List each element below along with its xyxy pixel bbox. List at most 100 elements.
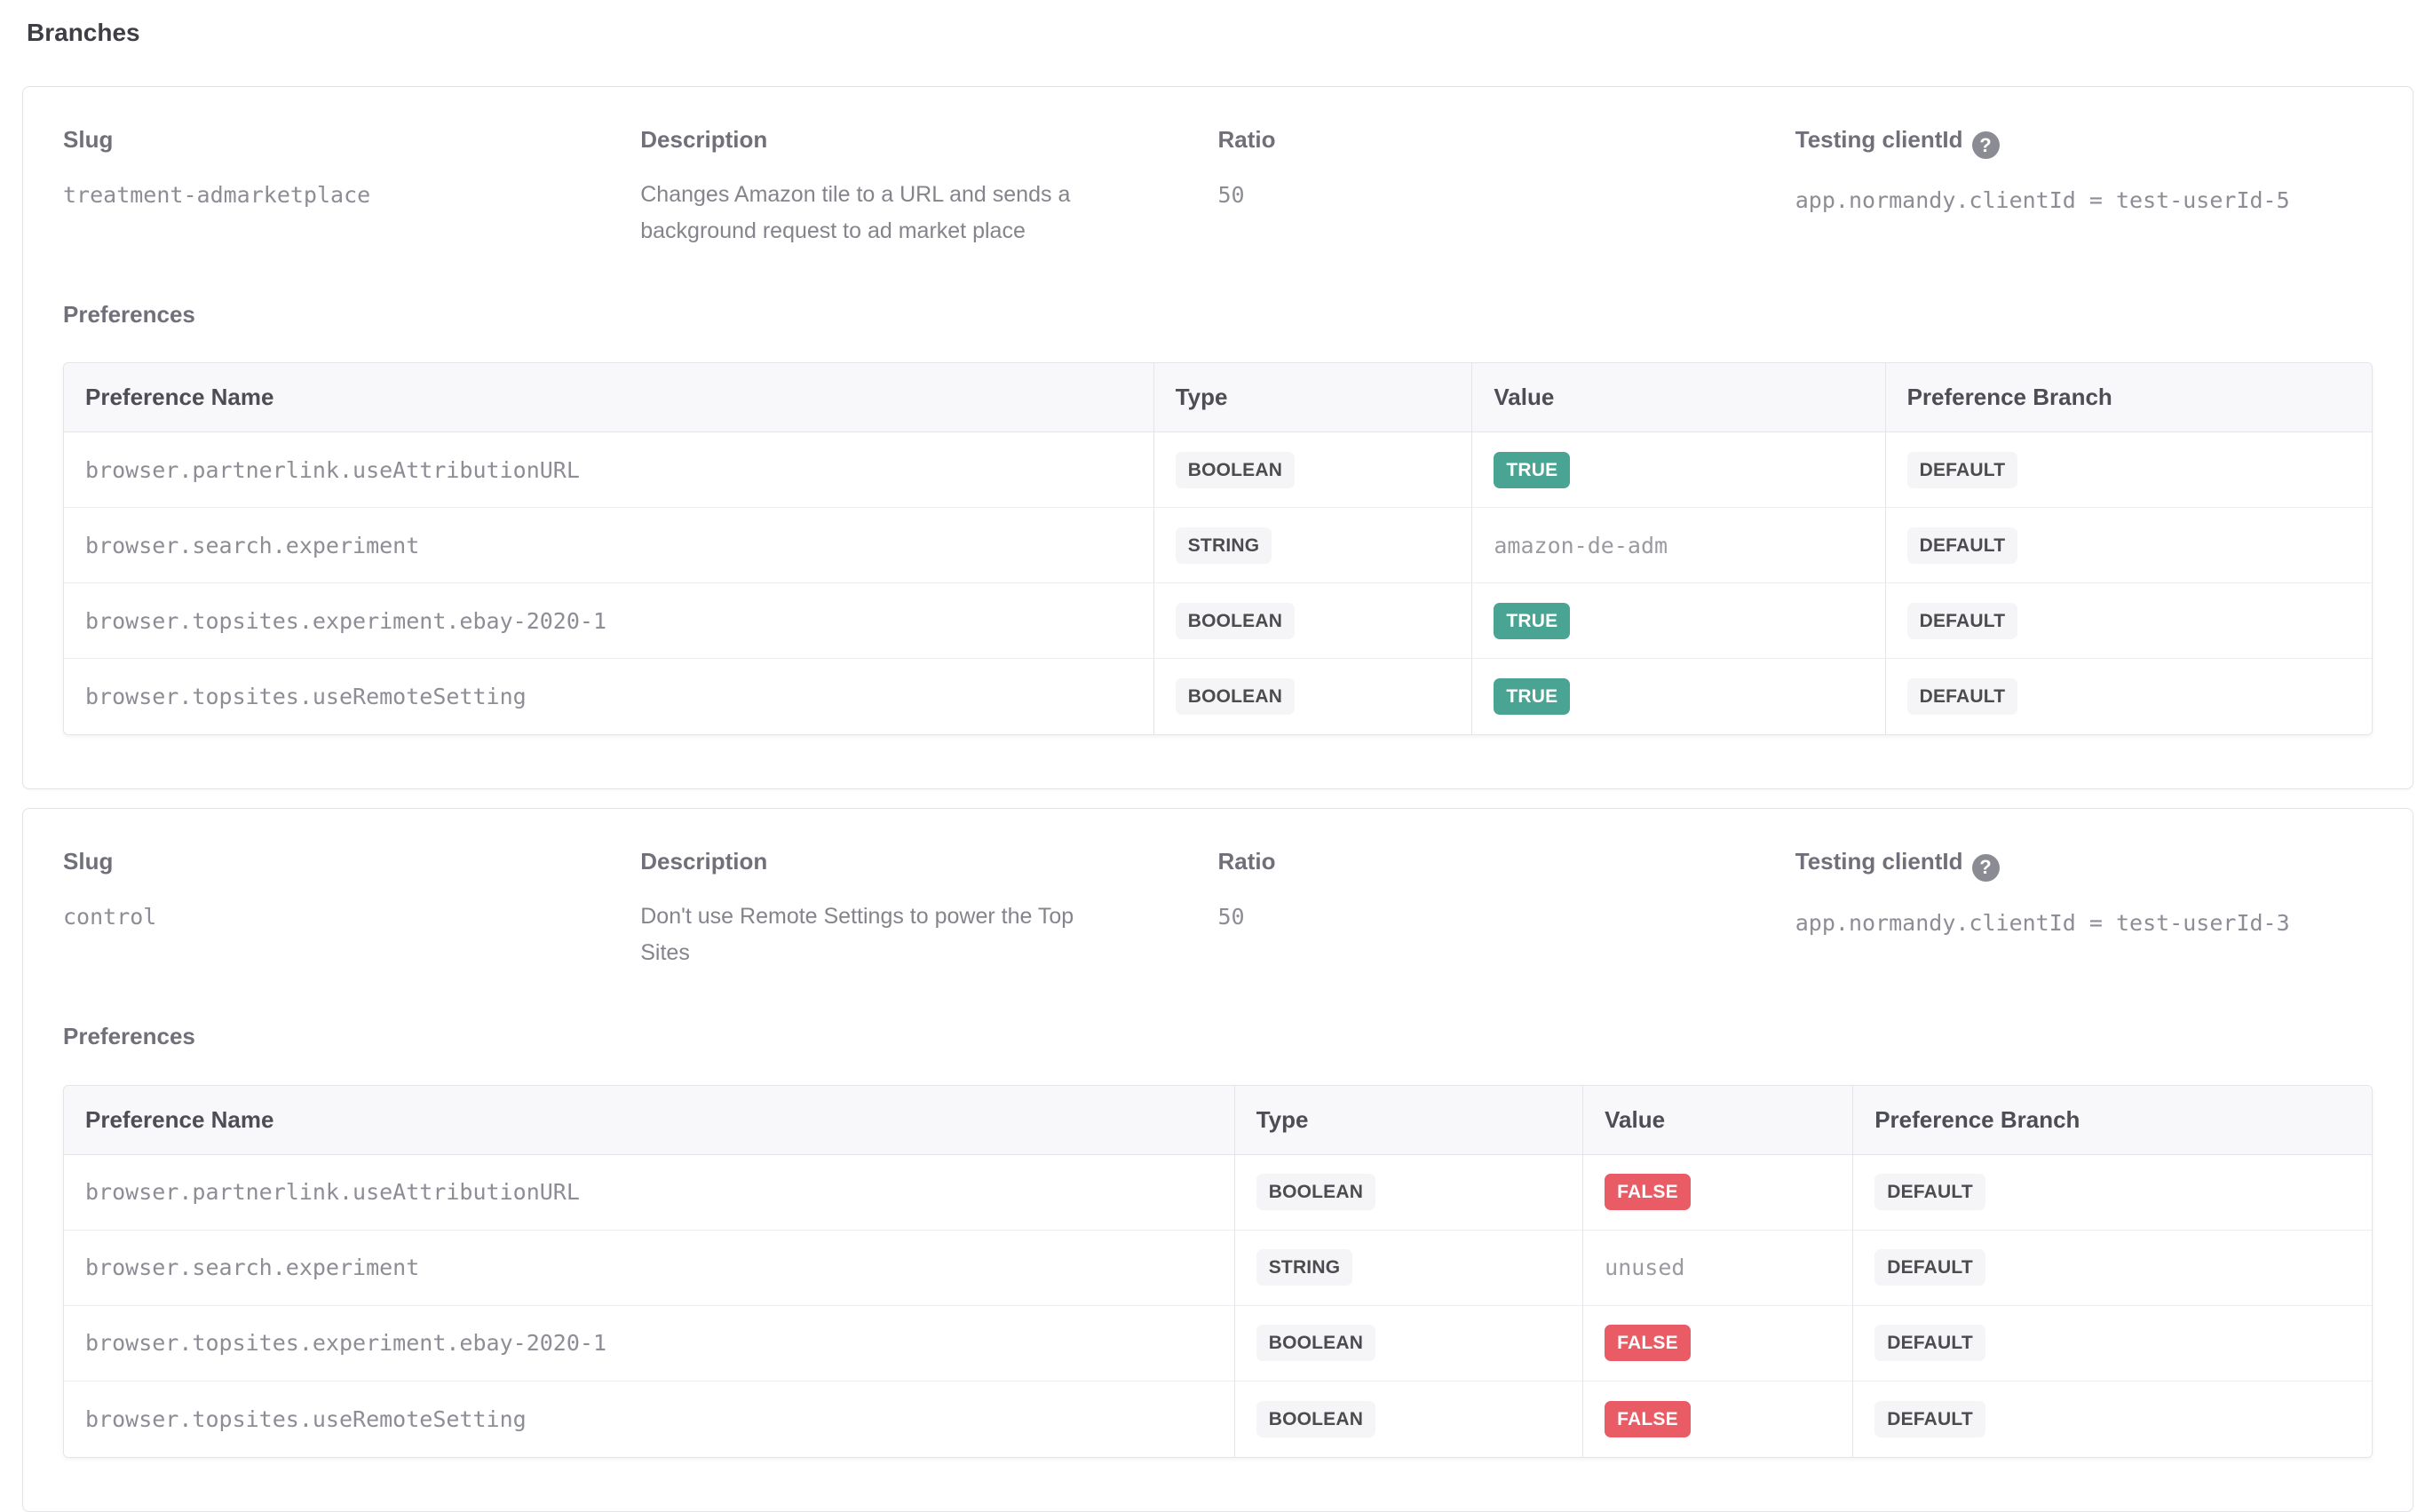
value-badge: TRUE — [1494, 451, 1571, 488]
branch-badge: DEFAULT — [1906, 678, 2018, 716]
pref-branch-cell: DEFAULT — [1884, 508, 2372, 584]
pref-value-cell: FALSE — [1582, 1305, 1853, 1381]
testing-clientid-value: app.normandy.clientId = test-userId-3 — [1795, 909, 2290, 936]
col-header-preference-branch: Preference Branch — [1884, 363, 2372, 433]
table-row: browser.partnerlink.useAttributionURL BO… — [64, 1154, 2372, 1231]
branch-badge: DEFAULT — [1906, 526, 2018, 564]
pref-name-cell: browser.search.experiment — [64, 1230, 1234, 1306]
pref-value-cell: TRUE — [1471, 583, 1885, 660]
description-field: Description Don't use Remote Settings to… — [640, 848, 1217, 971]
value-badge: TRUE — [1494, 602, 1571, 639]
type-badge: BOOLEAN — [1256, 1325, 1376, 1362]
branch-badge: DEFAULT — [1874, 1325, 1985, 1362]
table-header-row: Preference Name Type Value Preference Br… — [64, 1085, 2372, 1155]
preferences-table: Preference Name Type Value Preference Br… — [64, 1085, 2372, 1457]
branch-meta: Slug treatment-admarketplace Description… — [63, 126, 2373, 249]
testing-clientid-label-text: Testing clientId — [1795, 125, 1963, 153]
col-header-type: Type — [1153, 363, 1472, 433]
branch-meta: Slug control Description Don't use Remot… — [63, 848, 2373, 971]
type-badge: BOOLEAN — [1256, 1400, 1376, 1437]
pref-branch-cell: DEFAULT — [1884, 583, 2372, 660]
branch-badge: DEFAULT — [1874, 1249, 1985, 1286]
pref-name-cell: browser.topsites.useRemoteSetting — [64, 659, 1153, 735]
testing-clientid-label-text: Testing clientId — [1795, 848, 1963, 875]
pref-branch-cell: DEFAULT — [1852, 1230, 2372, 1306]
pref-value-cell: amazon-de-adm — [1471, 508, 1885, 584]
description-field: Description Changes Amazon tile to a URL… — [640, 126, 1217, 249]
preferences-table-wrap: Preference Name Type Value Preference Br… — [63, 1084, 2373, 1458]
pref-branch-cell: DEFAULT — [1884, 432, 2372, 509]
type-badge: BOOLEAN — [1175, 451, 1296, 488]
branch-badge: DEFAULT — [1906, 602, 2018, 639]
pref-type-cell: STRING — [1153, 508, 1472, 584]
type-badge: STRING — [1175, 526, 1272, 564]
pref-branch-cell: DEFAULT — [1852, 1154, 2372, 1231]
pref-name-cell: browser.topsites.experiment.ebay-2020-1 — [64, 1305, 1234, 1381]
slug-value: treatment-admarketplace — [63, 181, 371, 208]
testing-clientid-label: Testing clientId? — [1795, 126, 2373, 160]
table-row: browser.search.experiment STRING unused … — [64, 1230, 2372, 1306]
pref-type-cell: BOOLEAN — [1233, 1305, 1583, 1381]
ratio-value: 50 — [1217, 904, 1245, 930]
type-badge: STRING — [1256, 1249, 1353, 1286]
branch-badge: DEFAULT — [1874, 1400, 1985, 1437]
value-badge: FALSE — [1605, 1174, 1691, 1211]
pref-name-cell: browser.topsites.experiment.ebay-2020-1 — [64, 583, 1153, 660]
pref-type-cell: BOOLEAN — [1233, 1154, 1583, 1231]
testing-clientid-label: Testing clientId? — [1795, 848, 2373, 882]
col-header-value: Value — [1471, 363, 1885, 433]
pref-value-cell: TRUE — [1471, 659, 1885, 735]
testing-clientid-value: app.normandy.clientId = test-userId-5 — [1795, 187, 2290, 214]
table-row: browser.topsites.useRemoteSetting BOOLEA… — [64, 659, 2372, 735]
slug-label: Slug — [63, 848, 114, 875]
pref-name-cell: browser.partnerlink.useAttributionURL — [64, 432, 1153, 509]
ratio-field: Ratio 50 — [1218, 126, 1795, 249]
description-value: Changes Amazon tile to a URL and sends a… — [640, 181, 1071, 243]
slug-field: Slug treatment-admarketplace — [63, 126, 640, 249]
pref-value-cell: FALSE — [1582, 1154, 1853, 1231]
ratio-value: 50 — [1217, 181, 1245, 208]
value-text: amazon-de-adm — [1494, 532, 1668, 558]
table-row: browser.topsites.experiment.ebay-2020-1 … — [64, 583, 2372, 660]
slug-value: control — [63, 904, 157, 930]
value-badge: FALSE — [1605, 1325, 1691, 1362]
pref-name-cell: browser.search.experiment — [64, 508, 1153, 584]
value-badge: TRUE — [1494, 678, 1571, 716]
preferences-table-wrap: Preference Name Type Value Preference Br… — [63, 362, 2373, 736]
value-text: unused — [1605, 1255, 1685, 1281]
preferences-heading: Preferences — [63, 1023, 195, 1050]
preferences-heading: Preferences — [63, 300, 195, 328]
pref-type-cell: BOOLEAN — [1153, 432, 1472, 509]
col-header-preference-branch: Preference Branch — [1852, 1085, 2372, 1155]
pref-name-cell: browser.partnerlink.useAttributionURL — [64, 1154, 1234, 1231]
help-icon[interactable]: ? — [1971, 131, 2000, 160]
pref-type-cell: STRING — [1233, 1230, 1583, 1306]
col-header-value: Value — [1582, 1085, 1853, 1155]
pref-type-cell: BOOLEAN — [1233, 1381, 1583, 1457]
pref-value-cell: unused — [1582, 1230, 1853, 1306]
table-header-row: Preference Name Type Value Preference Br… — [64, 363, 2372, 433]
pref-value-cell: TRUE — [1471, 432, 1885, 509]
page-title: Branches — [27, 19, 140, 46]
description-value: Don't use Remote Settings to power the T… — [640, 904, 1074, 966]
pref-type-cell: BOOLEAN — [1153, 583, 1472, 660]
pref-type-cell: BOOLEAN — [1153, 659, 1472, 735]
pref-value-cell: FALSE — [1582, 1381, 1853, 1457]
table-row: browser.topsites.experiment.ebay-2020-1 … — [64, 1305, 2372, 1381]
branch-badge: DEFAULT — [1906, 451, 2018, 488]
type-badge: BOOLEAN — [1175, 602, 1296, 639]
ratio-label: Ratio — [1217, 848, 1276, 875]
col-header-preference-name: Preference Name — [64, 363, 1153, 433]
slug-field: Slug control — [63, 848, 640, 971]
branch-card: Slug control Description Don't use Remot… — [22, 808, 2413, 1512]
ratio-field: Ratio 50 — [1218, 848, 1795, 971]
table-row: browser.topsites.useRemoteSetting BOOLEA… — [64, 1381, 2372, 1457]
slug-label: Slug — [63, 125, 114, 153]
col-header-preference-name: Preference Name — [64, 1085, 1234, 1155]
description-label: Description — [640, 848, 768, 875]
testing-clientid-field: Testing clientId? app.normandy.clientId … — [1795, 126, 2373, 249]
table-row: browser.partnerlink.useAttributionURL BO… — [64, 432, 2372, 509]
pref-branch-cell: DEFAULT — [1852, 1381, 2372, 1457]
type-badge: BOOLEAN — [1256, 1174, 1376, 1211]
help-icon[interactable]: ? — [1971, 853, 2000, 882]
